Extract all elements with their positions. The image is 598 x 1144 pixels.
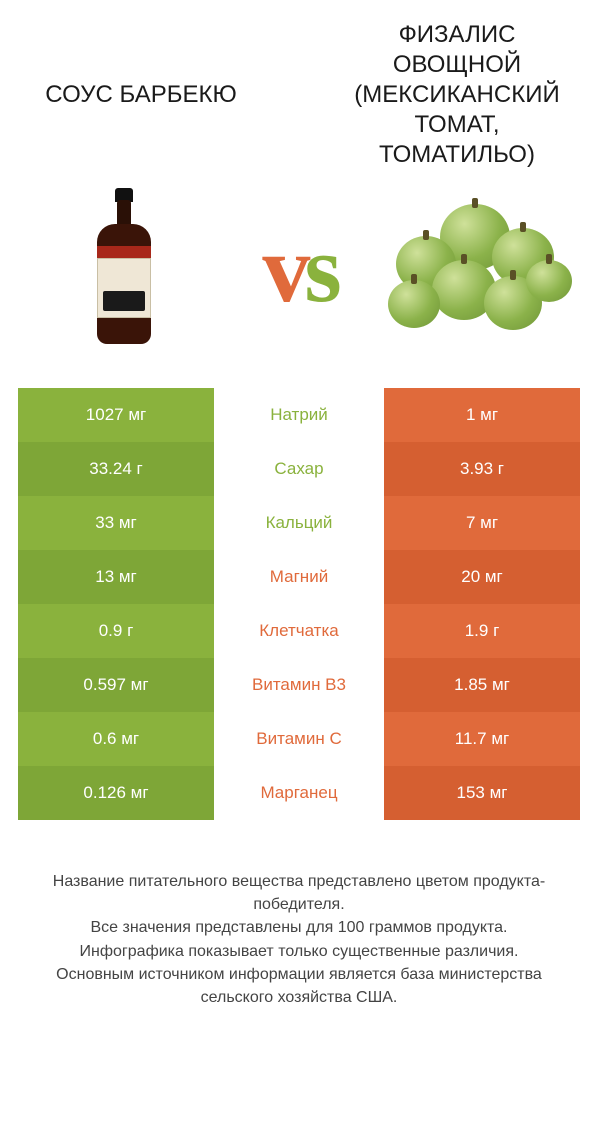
nutrient-row: 0.597 мгВитамин B31.85 мг — [18, 658, 580, 712]
left-value: 0.126 мг — [18, 766, 214, 820]
titles-row: СОУС БАРБЕКЮ ФИЗАЛИС ОВОЩНОЙ (МЕКСИКАНСК… — [18, 20, 580, 170]
right-value: 1.85 мг — [384, 658, 580, 712]
footer-line: Основным источником информации является … — [22, 963, 576, 1009]
right-value: 11.7 мг — [384, 712, 580, 766]
nutrient-row: 0.126 мгМарганец153 мг — [18, 766, 580, 820]
bbq-sauce-bottle-icon — [94, 188, 154, 348]
right-value: 3.93 г — [384, 442, 580, 496]
nutrient-label: Витамин B3 — [214, 658, 384, 712]
nutrient-row: 0.9 гКлетчатка1.9 г — [18, 604, 580, 658]
nutrient-row: 13 мгМагний20 мг — [18, 550, 580, 604]
left-value: 0.9 г — [18, 604, 214, 658]
left-product-title: СОУС БАРБЕКЮ — [45, 80, 236, 110]
tomatillo-cluster-icon — [380, 198, 570, 338]
left-value: 0.6 мг — [18, 712, 214, 766]
right-value: 20 мг — [384, 550, 580, 604]
right-product-title: ФИЗАЛИС ОВОЩНОЙ (МЕКСИКАНСКИЙ ТОМАТ, ТОМ… — [340, 20, 574, 170]
left-value: 13 мг — [18, 550, 214, 604]
left-value: 1027 мг — [18, 388, 214, 442]
footer-notes: Название питательного вещества представл… — [18, 870, 580, 1029]
right-value: 153 мг — [384, 766, 580, 820]
left-value: 0.597 мг — [18, 658, 214, 712]
nutrient-label: Клетчатка — [214, 604, 384, 658]
nutrient-label: Марганец — [214, 766, 384, 820]
left-image-col — [18, 188, 229, 348]
footer-line: Название питательного вещества представл… — [22, 870, 576, 916]
footer-line: Инфографика показывает только существенн… — [22, 940, 576, 963]
nutrient-row: 33.24 гСахар3.93 г — [18, 442, 580, 496]
right-value: 1.9 г — [384, 604, 580, 658]
right-image-col — [369, 198, 580, 338]
nutrient-row: 33 мгКальций7 мг — [18, 496, 580, 550]
title-spacer — [264, 20, 334, 170]
nutrient-label: Витамин C — [214, 712, 384, 766]
comparison-infographic: СОУС БАРБЕКЮ ФИЗАЛИС ОВОЩНОЙ (МЕКСИКАНСК… — [0, 0, 598, 1029]
left-value: 33.24 г — [18, 442, 214, 496]
left-value: 33 мг — [18, 496, 214, 550]
footer-line: Все значения представлены для 100 граммо… — [22, 916, 576, 939]
right-value: 7 мг — [384, 496, 580, 550]
nutrient-row: 0.6 мгВитамин C11.7 мг — [18, 712, 580, 766]
left-title-col: СОУС БАРБЕКЮ — [18, 20, 264, 170]
nutrient-label: Сахар — [214, 442, 384, 496]
nutrient-row: 1027 мгНатрий1 мг — [18, 388, 580, 442]
right-value: 1 мг — [384, 388, 580, 442]
nutrient-label: Натрий — [214, 388, 384, 442]
vs-label: vs — [229, 213, 369, 324]
nutrient-table: 1027 мгНатрий1 мг33.24 гСахар3.93 г33 мг… — [18, 388, 580, 820]
nutrient-label: Магний — [214, 550, 384, 604]
hero-row: vs — [18, 178, 580, 358]
nutrient-label: Кальций — [214, 496, 384, 550]
right-title-col: ФИЗАЛИС ОВОЩНОЙ (МЕКСИКАНСКИЙ ТОМАТ, ТОМ… — [334, 20, 580, 170]
